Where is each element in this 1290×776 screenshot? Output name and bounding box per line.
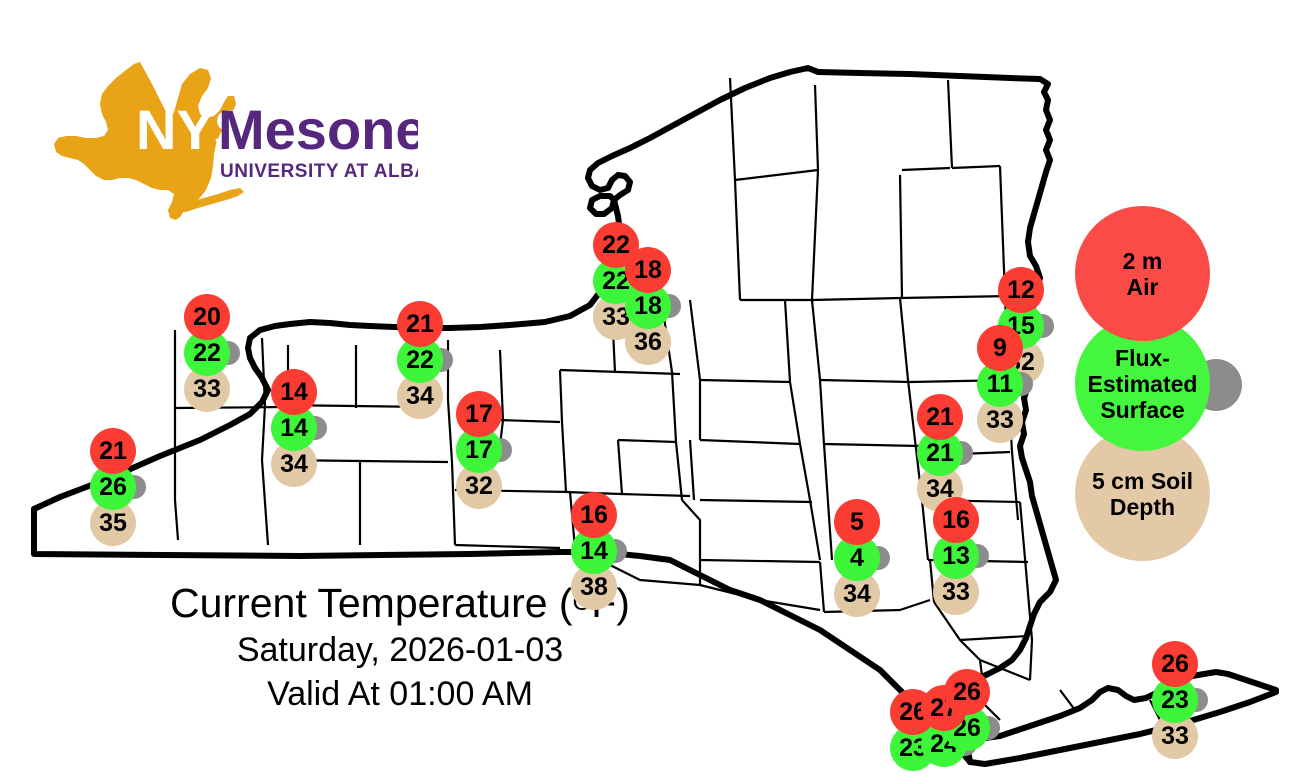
station-air-temp: 26 (944, 669, 990, 715)
station-air-temp: 20 (184, 294, 230, 340)
legend-soil-line2: Depth (1109, 493, 1176, 520)
station-soil-temp: 38 (571, 564, 617, 610)
legend-air-line1: 2 m (1122, 247, 1163, 274)
logo-svg: NYS Mesonet UNIVERSITY AT ALBANY (54, 62, 418, 220)
station-surface-temp: 13 (933, 533, 979, 579)
station-air-temp: 12 (998, 267, 1044, 313)
logo-mesonet-text: Mesonet (218, 98, 418, 161)
logo-state-silhouette (54, 62, 236, 220)
station-air-temp: 17 (456, 391, 502, 437)
nys-mesonet-logo: NYS Mesonet UNIVERSITY AT ALBANY (48, 54, 418, 224)
station-air-temp: 9 (977, 325, 1023, 371)
map-legend: 5 cm Soil Depth Flux- Estimated Surface … (1046, 206, 1266, 566)
station-air-temp: 18 (625, 247, 671, 293)
station-air-temp: 16 (933, 497, 979, 543)
legend-air-line2: Air (1126, 273, 1159, 300)
station-air-temp: 21 (917, 394, 963, 440)
station-air-temp: 26 (1152, 641, 1198, 687)
legend-soil-circle: 5 cm Soil Depth (1075, 426, 1210, 561)
station-air-temp: 21 (397, 301, 443, 347)
station-air-temp: 5 (834, 499, 880, 545)
station-air-temp: 21 (90, 428, 136, 474)
station-soil-temp: 32 (456, 463, 502, 509)
legend-surface-line1: Flux- (1115, 344, 1170, 371)
legend-surface-line3: Surface (1100, 396, 1185, 423)
logo-nys-text: NYS (136, 98, 251, 161)
logo-long-island (178, 188, 244, 212)
legend-soil-line1: 5 cm Soil (1092, 467, 1193, 494)
station-air-temp: 14 (271, 369, 317, 415)
legend-surface-line2: Estimated (1087, 370, 1198, 397)
station-surface-temp: 22 (397, 337, 443, 383)
station-air-temp: 16 (571, 492, 617, 538)
lake-coastline (587, 193, 617, 217)
legend-air-circle: 2 m Air (1075, 206, 1210, 341)
logo-subtitle-text: UNIVERSITY AT ALBANY (220, 161, 418, 182)
